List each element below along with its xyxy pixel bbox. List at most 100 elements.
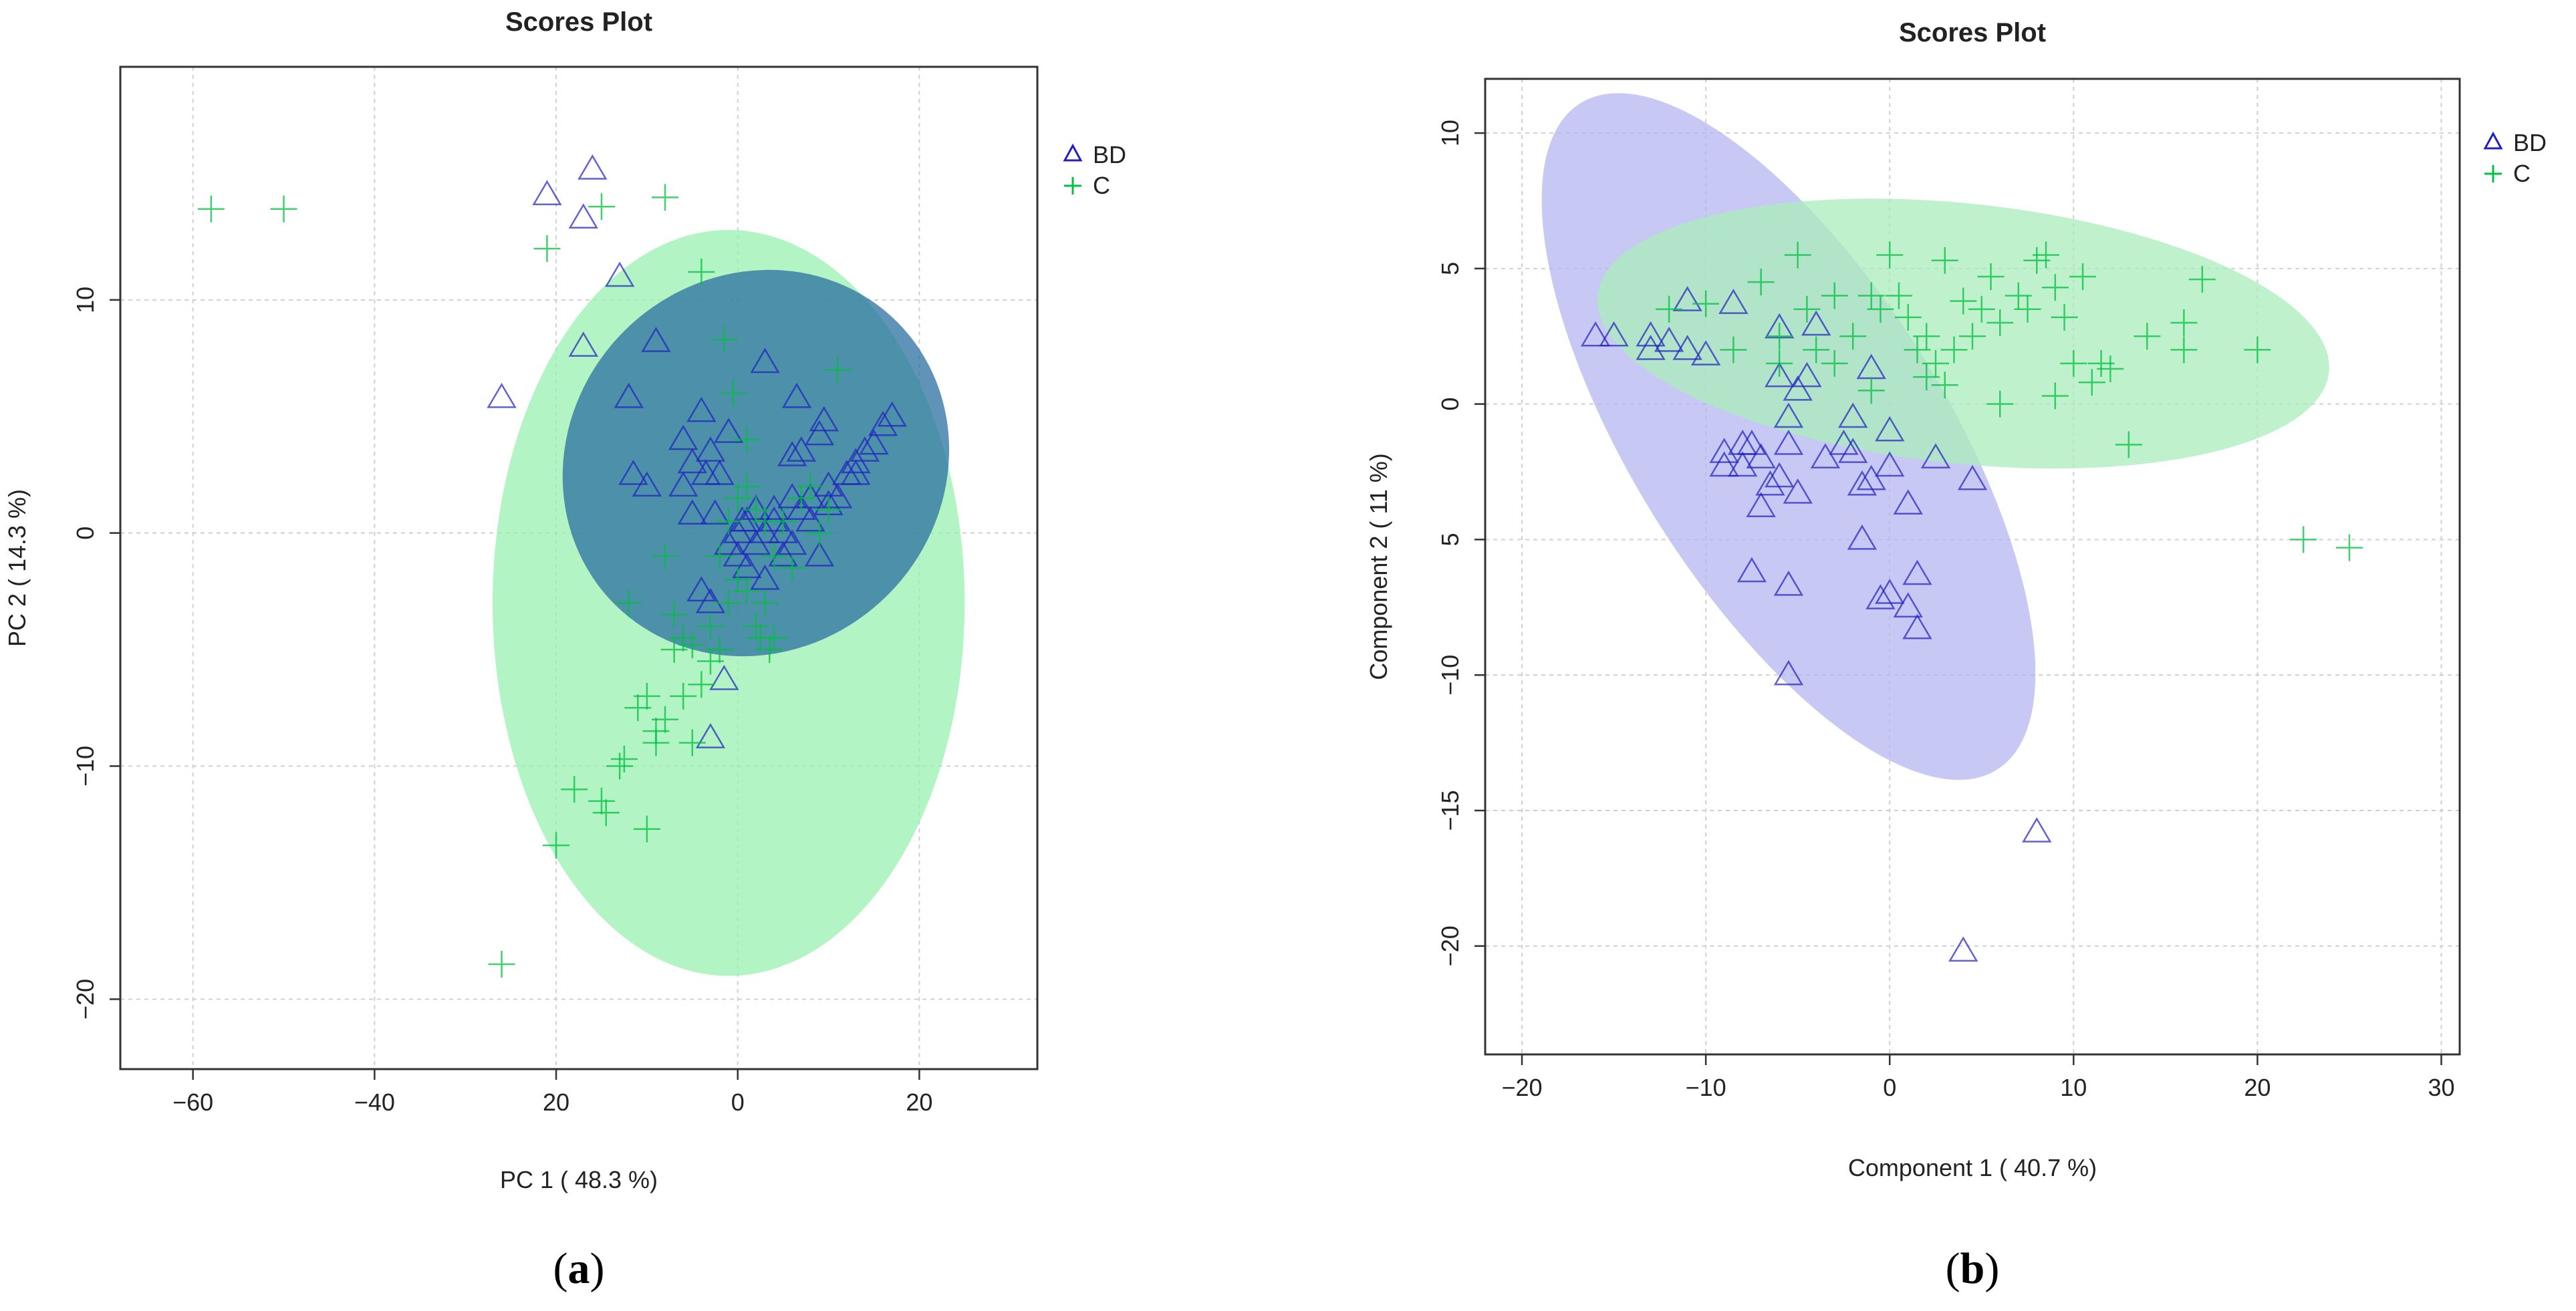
data-point-bd	[1773, 570, 1804, 596]
data-point-c	[197, 195, 225, 223]
data-point-c	[797, 472, 824, 500]
x-tick-label: 20	[906, 1088, 932, 1116]
x-tick-label: 20	[2244, 1074, 2271, 1101]
data-point-bd	[1920, 443, 1951, 469]
data-point-bd	[668, 471, 698, 497]
data-point-bd	[1764, 462, 1795, 488]
caption-close: )	[1984, 1244, 1999, 1293]
data-point-bd	[1838, 402, 1868, 428]
data-point-c	[756, 636, 783, 664]
data-point-bd	[695, 587, 726, 613]
legend: BD C	[2483, 129, 2547, 187]
legend-label-bd: BD	[2513, 129, 2547, 156]
data-point-bd	[804, 420, 835, 446]
chart-title: Scores Plot	[1899, 18, 2046, 47]
data-point-c	[715, 589, 743, 617]
data-point-c	[1904, 336, 1931, 363]
data-point-bd	[1764, 361, 1795, 388]
data-point-c	[2060, 349, 2087, 377]
data-point-c	[1986, 390, 2014, 418]
data-point-bd	[850, 436, 880, 462]
data-point-c	[1766, 323, 1793, 350]
data-point-bd	[1773, 402, 1804, 428]
data-point-c	[488, 951, 515, 978]
data-point-bd	[618, 459, 648, 485]
data-point-c	[561, 776, 588, 803]
x-tick-label: 10	[2060, 1074, 2087, 1101]
data-point-bd	[1718, 289, 1749, 314]
data-point-c	[733, 426, 761, 454]
data-point-c	[1784, 241, 1811, 269]
data-point-bd	[1847, 470, 1878, 496]
y-tick-label: −15	[1436, 790, 1464, 831]
data-point-c	[2244, 336, 2271, 363]
data-point-bd	[841, 459, 871, 485]
data-point-c	[1692, 290, 1720, 317]
data-point-bd	[809, 406, 839, 432]
data-point-bd	[1736, 430, 1767, 455]
data-point-bd	[1746, 492, 1776, 518]
data-point-c	[1867, 295, 1894, 323]
data-point-bd	[1893, 489, 1923, 515]
caption-letter: a	[568, 1244, 590, 1293]
data-point-c	[2041, 274, 2069, 301]
data-point-bd	[1672, 286, 1702, 311]
data-point-c	[642, 718, 670, 745]
data-point-c	[715, 508, 743, 535]
data-point-bd	[532, 180, 562, 206]
data-point-c	[761, 543, 788, 570]
data-point-bd	[677, 499, 707, 525]
x-tick-label: 30	[2428, 1074, 2454, 1101]
data-point-bd	[795, 506, 825, 532]
data-point-c	[1977, 263, 2005, 291]
data-point-bd	[786, 436, 816, 462]
data-point-bd	[1875, 579, 1905, 604]
points-layer	[197, 154, 907, 978]
data-point-c	[1931, 372, 1958, 399]
data-point-c	[779, 555, 806, 581]
data-point-c	[706, 543, 733, 570]
data-point-bd	[822, 482, 853, 508]
data-point-c	[592, 799, 620, 827]
data-point-c	[2005, 282, 2032, 309]
legend: BD C	[1063, 141, 1126, 199]
data-point-bd	[1847, 524, 1878, 550]
x-tick-label: 20	[543, 1088, 569, 1116]
data-point-c	[633, 682, 660, 710]
data-point-bd	[1875, 416, 1905, 442]
data-point-bd	[1856, 464, 1886, 490]
data-point-bd	[709, 664, 739, 690]
caption-open: (	[1946, 1244, 1960, 1293]
data-point-c	[1950, 287, 1977, 315]
data-point-bd	[1792, 361, 1822, 388]
x-tick-label: 0	[1883, 1074, 1896, 1101]
data-point-bd	[713, 418, 744, 443]
data-point-c	[670, 682, 697, 710]
data-point-bd	[1736, 557, 1767, 583]
legend-marker-bd	[1063, 143, 1083, 162]
plot-frame	[119, 65, 1039, 1070]
data-point-c	[751, 589, 779, 617]
data-point-c	[2069, 263, 2097, 291]
x-tick-label: −60	[172, 1088, 213, 1116]
data-point-c	[1913, 363, 1940, 391]
data-point-bd	[1636, 321, 1666, 347]
data-point-c	[588, 787, 615, 815]
y-tick-label: 0	[72, 527, 99, 540]
data-point-c	[815, 496, 842, 523]
data-point-c	[1968, 295, 1995, 323]
data-point-bd	[1957, 464, 1988, 490]
y-tick-label: 5	[1436, 533, 1464, 546]
data-point-bd	[868, 410, 898, 436]
y-tick-label: −20	[1436, 925, 1464, 966]
data-point-bd	[1948, 936, 1978, 962]
legend-marker-c	[1064, 177, 1081, 194]
data-point-c	[2335, 534, 2363, 561]
data-point-bd	[777, 441, 807, 466]
axis-ticks: −60 −40 20 0 20 −20 −10 0 10	[72, 287, 932, 1116]
data-point-c	[2170, 309, 2198, 336]
data-point-c	[1793, 295, 1821, 323]
panel-a: −60 −40 20 0 20 −20 −10 0 10 Scores Plot PC 1 ( …	[3, 7, 1126, 1293]
